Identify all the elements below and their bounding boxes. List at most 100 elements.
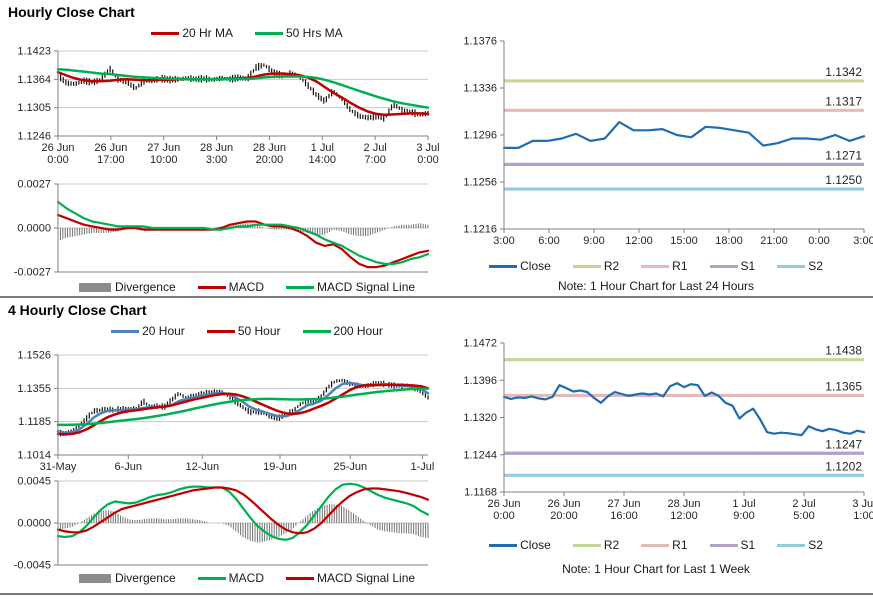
svg-text:1.1472: 1.1472: [463, 338, 497, 350]
svg-text:1.1355: 1.1355: [17, 383, 51, 395]
svg-text:14:00: 14:00: [309, 154, 337, 166]
legend-line-swatch: [777, 264, 806, 268]
legend-line-swatch: [197, 576, 226, 580]
legend-item: R1: [641, 538, 688, 552]
legend-item: R2: [572, 259, 619, 273]
legend-item: R2: [572, 538, 619, 552]
svg-text:3 Jul: 3 Jul: [416, 142, 439, 154]
svg-text:1.1364: 1.1364: [17, 74, 51, 86]
svg-text:26 Jun: 26 Jun: [94, 142, 127, 154]
weekly-pivot-note: Note: 1 Hour Chart for Last 1 Week: [562, 562, 750, 576]
legend-item: 200 Hour: [302, 324, 383, 338]
hourly-macd-legend: Divergence MACD MACD Signal Line: [58, 280, 436, 294]
svg-text:26 Jun: 26 Jun: [41, 142, 74, 154]
svg-text:31-May: 31-May: [40, 461, 77, 473]
legend-label: S2: [808, 538, 823, 552]
svg-text:3:00: 3:00: [206, 154, 227, 166]
legend-box-swatch: [78, 282, 111, 292]
legend-label: 50 Hrs MA: [286, 26, 343, 40]
svg-text:1.1014: 1.1014: [17, 450, 51, 462]
legend-label: 20 Hr MA: [182, 26, 233, 40]
pivot-label-S2: 1.1202: [825, 459, 862, 473]
svg-text:-0.0027: -0.0027: [14, 267, 51, 279]
hourly-pivot-note: Note: 1 Hour Chart for Last 24 Hours: [557, 279, 755, 293]
svg-text:7:00: 7:00: [364, 154, 385, 166]
legend-line-swatch: [255, 31, 283, 35]
legend-line-swatch: [777, 543, 806, 547]
svg-text:9:00: 9:00: [583, 235, 604, 247]
legend-item: S2: [777, 538, 823, 552]
svg-text:0.0000: 0.0000: [17, 518, 51, 530]
legend-label: S2: [808, 259, 823, 273]
series-macd: [56, 213, 430, 269]
legend-label: Divergence: [114, 280, 176, 294]
legend-item: S1: [709, 538, 755, 552]
svg-text:2 Jul: 2 Jul: [364, 142, 387, 154]
legend-label: R1: [672, 538, 688, 552]
legend-box-swatch: [78, 573, 111, 583]
legend-item: 20 Hour: [111, 324, 185, 338]
series-macd-signal-line: [56, 486, 430, 535]
svg-text:1.1423: 1.1423: [17, 46, 51, 58]
pivot-label-R2: 1.1438: [825, 344, 862, 358]
svg-text:1.1216: 1.1216: [463, 224, 497, 236]
svg-text:3 Jul: 3 Jul: [852, 498, 873, 510]
legend-line-swatch: [489, 264, 518, 268]
svg-text:12:00: 12:00: [670, 510, 698, 522]
svg-text:27 Jun: 27 Jun: [607, 498, 640, 510]
hourly-macd-chart: 0.0027 0.0000 -0.0027: [14, 179, 430, 279]
legend-label: 200 Hour: [333, 324, 383, 338]
page-bottom-divider: [0, 593, 873, 595]
four-hourly-price-legend: 20 Hour 50 Hour 200 Hour: [58, 324, 436, 338]
pivot-label-S2: 1.1250: [825, 173, 862, 187]
legend-item: MACD: [197, 280, 264, 294]
svg-text:15:00: 15:00: [670, 235, 698, 247]
svg-text:0:00: 0:00: [417, 154, 438, 166]
legend-label: Divergence: [114, 571, 176, 585]
legend-line-swatch: [286, 285, 314, 289]
legend-item: Close: [489, 538, 551, 552]
svg-text:27 Jun: 27 Jun: [147, 142, 180, 154]
series-close: [502, 382, 866, 437]
svg-text:0:00: 0:00: [493, 510, 514, 522]
legend-item: S1: [709, 259, 755, 273]
svg-text:16:00: 16:00: [610, 510, 638, 522]
svg-text:-0.0045: -0.0045: [14, 560, 51, 572]
svg-text:1-Jul: 1-Jul: [411, 461, 435, 473]
four-hourly-section-title: 4 Hourly Close Chart: [8, 302, 147, 318]
pivot-label-R1: 1.1317: [825, 94, 862, 108]
legend-item: 20 Hr MA: [151, 26, 233, 40]
svg-text:6-Jun: 6-Jun: [115, 461, 143, 473]
section-divider: [0, 296, 873, 298]
legend-label: 50 Hour: [237, 324, 281, 338]
legend-line-swatch: [489, 543, 518, 547]
svg-text:1:00: 1:00: [853, 510, 873, 522]
pivot-label-R1: 1.1365: [825, 379, 862, 393]
svg-text:1.1305: 1.1305: [17, 102, 51, 114]
svg-text:0.0027: 0.0027: [17, 179, 51, 191]
legend-label: Close: [520, 538, 551, 552]
svg-text:1.1244: 1.1244: [463, 449, 497, 461]
series-close: [502, 120, 866, 150]
legend-line-swatch: [709, 264, 738, 268]
legend-line-swatch: [709, 543, 738, 547]
svg-text:0:00: 0:00: [47, 154, 68, 166]
svg-text:1.1336: 1.1336: [463, 83, 497, 95]
svg-text:1.1376: 1.1376: [463, 36, 497, 48]
legend-item: Divergence: [78, 571, 176, 585]
series-macd-signal-line: [56, 200, 430, 266]
legend-line-swatch: [286, 576, 314, 580]
legend-item: R1: [641, 259, 688, 273]
svg-text:17:00: 17:00: [97, 154, 125, 166]
legend-item: Divergence: [78, 280, 176, 294]
series-50-hrs-ma: [56, 67, 430, 109]
four-hourly-macd-chart: 0.0045 0.0000 -0.0045: [14, 476, 430, 572]
legend-line-swatch: [197, 285, 226, 289]
legend-label: MACD: [228, 571, 264, 585]
pivot-label-S1: 1.1247: [825, 437, 862, 451]
legend-line-swatch: [572, 543, 601, 547]
